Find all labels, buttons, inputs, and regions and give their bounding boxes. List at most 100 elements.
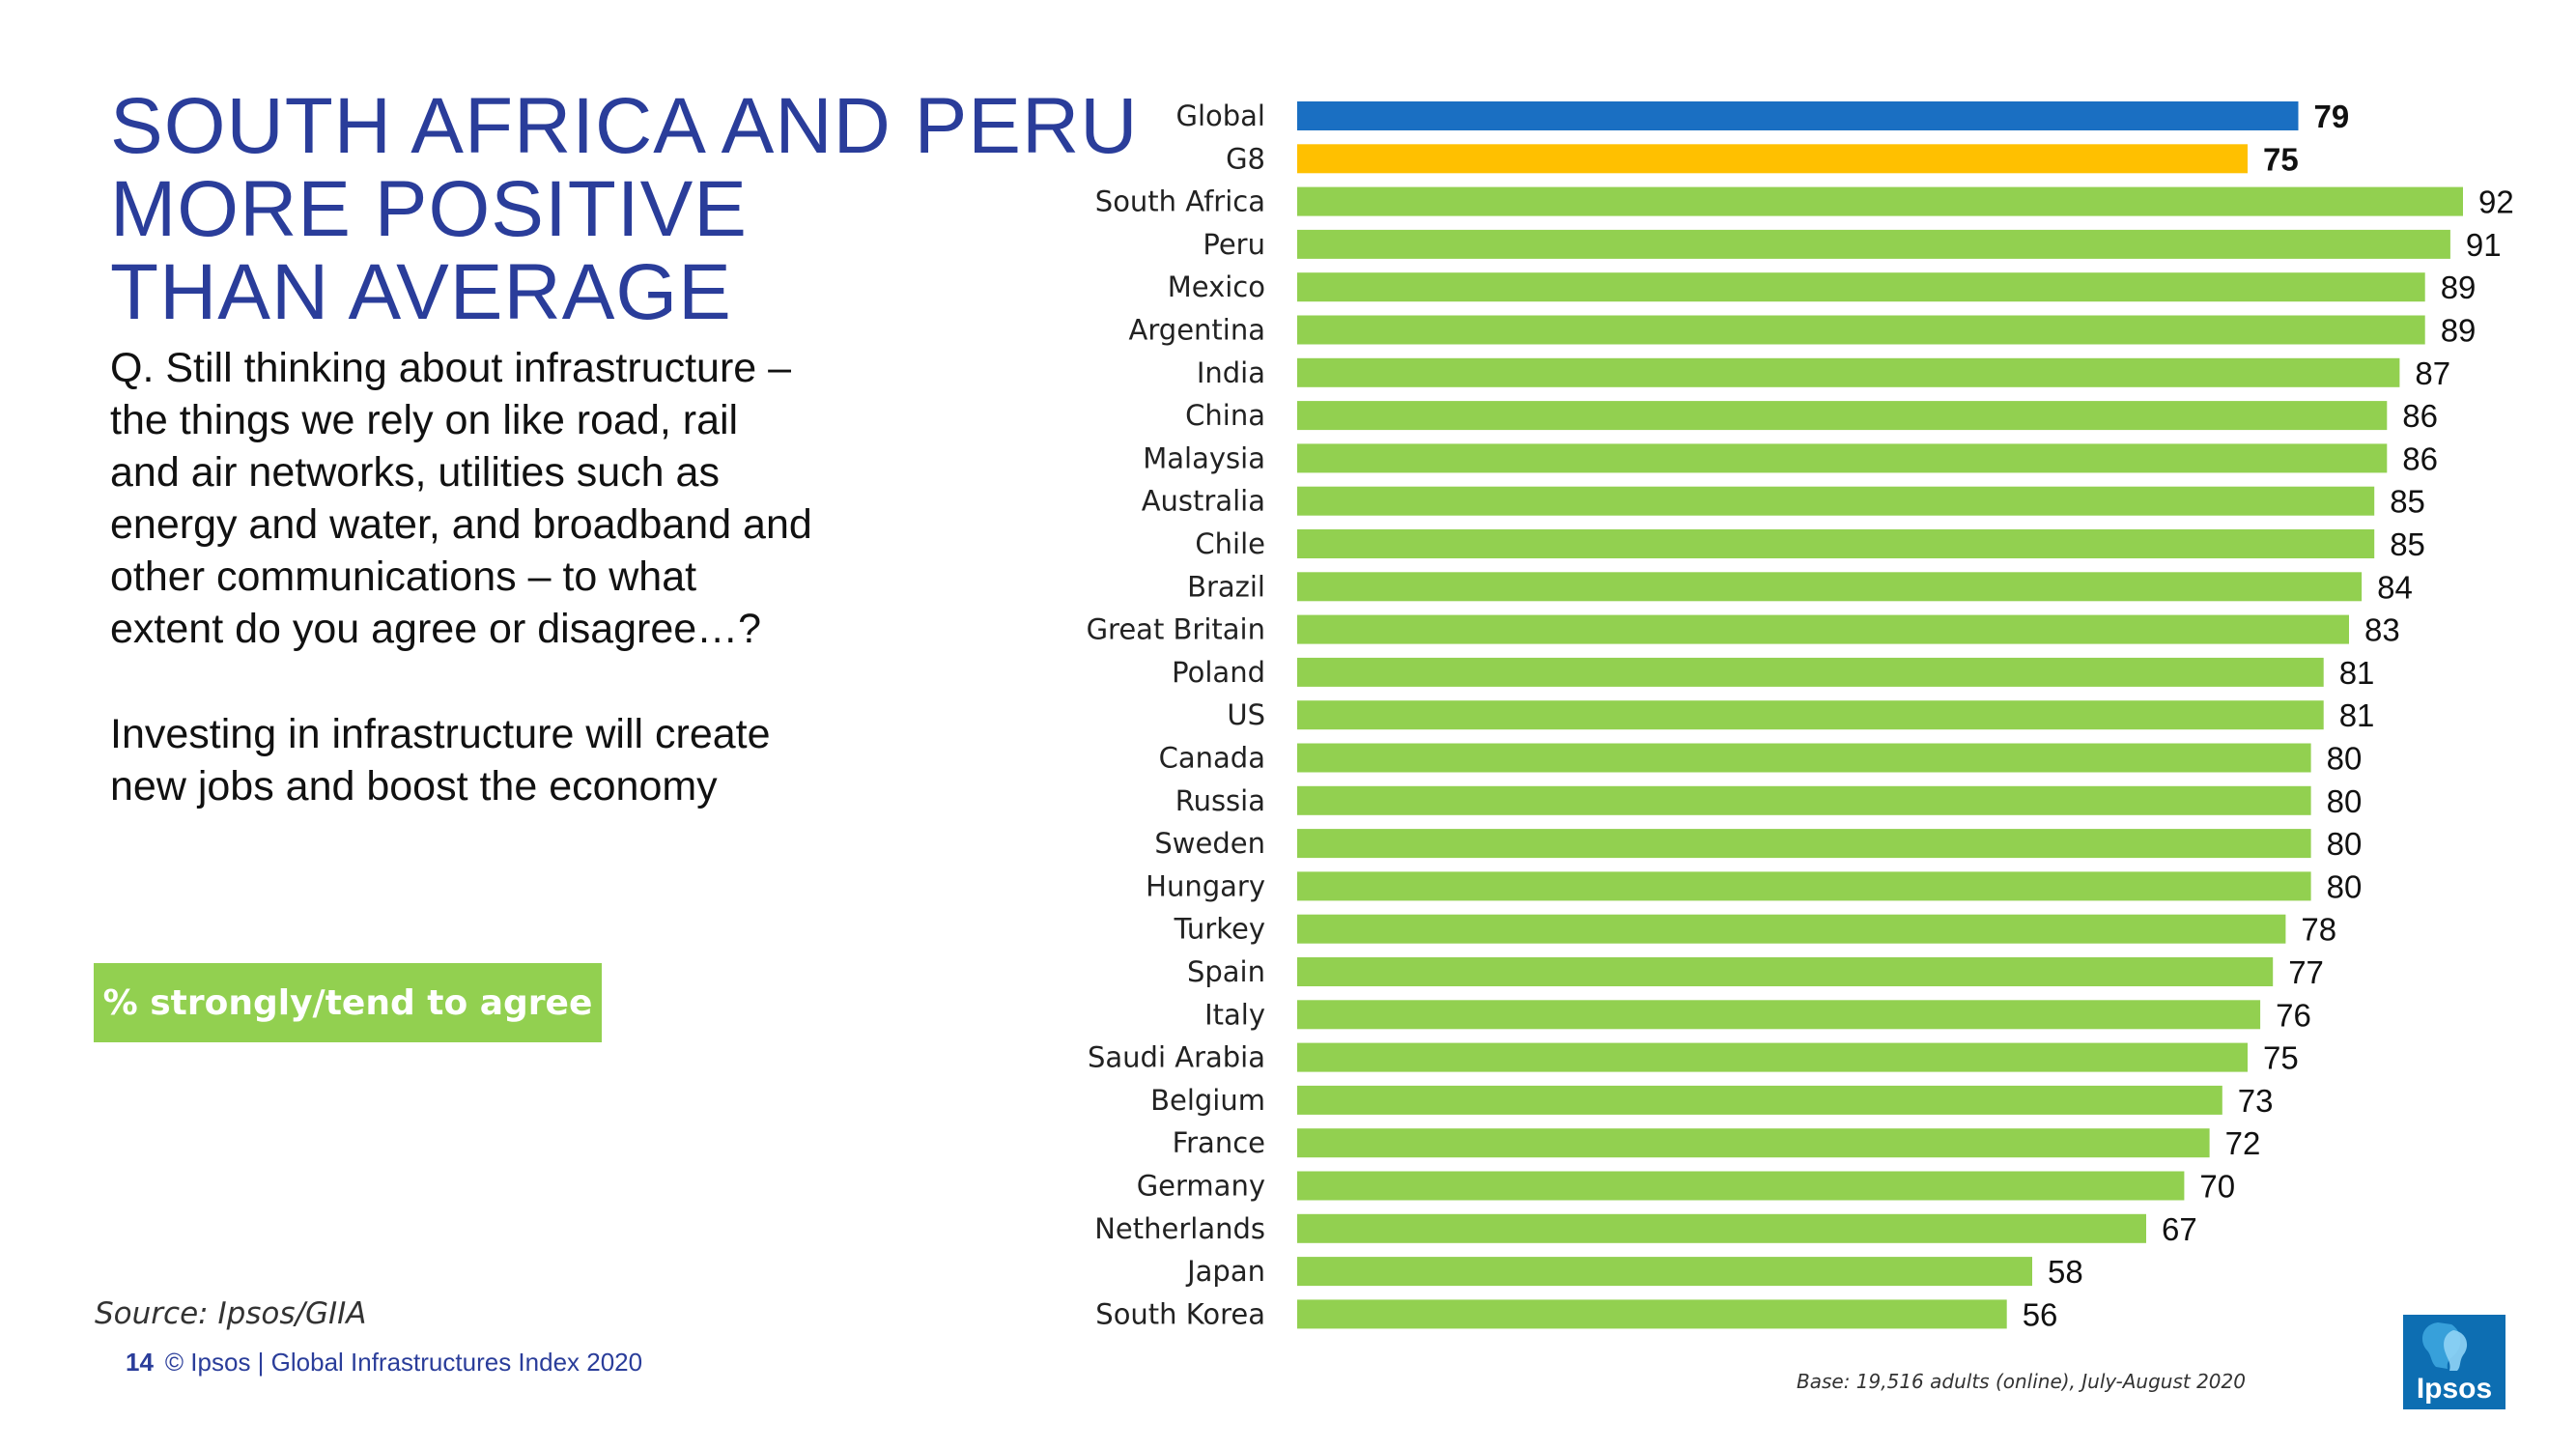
category-label-great-britain: Great Britain	[1087, 613, 1265, 646]
category-label-india: India	[1197, 356, 1265, 389]
ipsos-logo-text: Ipsos	[2416, 1373, 2493, 1405]
survey-question: Q. Still thinking about infrastructure –…	[110, 342, 979, 655]
bar-japan	[1297, 1257, 2032, 1287]
bar-italy	[1297, 1000, 2261, 1030]
bar-france	[1297, 1128, 2210, 1158]
category-label-global: Global	[1175, 99, 1265, 132]
bar-netherlands	[1297, 1213, 2146, 1243]
category-label-netherlands: Netherlands	[1094, 1212, 1265, 1245]
category-label-spain: Spain	[1187, 955, 1265, 988]
bar-mexico	[1297, 272, 2425, 302]
category-label-china: China	[1185, 399, 1265, 432]
category-label-g8: G8	[1226, 142, 1265, 175]
category-label-japan: Japan	[1185, 1255, 1265, 1288]
question-line-6: extent do you agree or disagree…?	[110, 606, 762, 652]
title-line-1: SOUTH AFRICA AND PERU	[110, 82, 1139, 170]
category-label-argentina: Argentina	[1129, 314, 1265, 347]
category-label-germany: Germany	[1137, 1170, 1265, 1203]
base-note: Base: 19,516 adults (online), July-Augus…	[1797, 1370, 2246, 1393]
bar-great-britain	[1297, 614, 2349, 644]
value-label-mexico: 89	[2441, 270, 2477, 305]
category-label-poland: Poland	[1172, 656, 1265, 689]
bar-g8	[1297, 144, 2248, 174]
bar-belgium	[1297, 1085, 2222, 1115]
measure-label-badge: % strongly/tend to agree	[94, 963, 602, 1042]
value-label-g8: 75	[2263, 141, 2299, 177]
value-label-sweden: 80	[2327, 826, 2363, 862]
value-label-turkey: 78	[2301, 912, 2336, 948]
title-line-2: MORE POSITIVE	[110, 165, 748, 253]
bar-india	[1297, 357, 2400, 387]
question-line-2: the things we rely on like road, rail	[110, 397, 739, 443]
title-line-3: THAN AVERAGE	[110, 248, 732, 336]
ipsos-logo: Ipsos	[2403, 1315, 2505, 1409]
value-label-india: 87	[2415, 355, 2450, 391]
category-label-russia: Russia	[1175, 784, 1265, 817]
category-label-belgium: Belgium	[1150, 1084, 1265, 1117]
bar-canada	[1297, 743, 2311, 773]
bar-global	[1297, 101, 2299, 130]
bar-argentina	[1297, 315, 2425, 345]
value-label-peru: 91	[2466, 227, 2502, 263]
value-label-belgium: 73	[2238, 1083, 2274, 1119]
category-label-south-korea: South Korea	[1095, 1297, 1265, 1330]
bar-germany	[1297, 1171, 2185, 1201]
value-label-south-korea: 56	[2023, 1296, 2058, 1332]
value-label-poland: 81	[2339, 655, 2375, 691]
bar-south-africa	[1297, 186, 2463, 216]
category-label-sweden: Sweden	[1154, 827, 1265, 860]
category-label-peru: Peru	[1203, 228, 1265, 261]
value-label-argentina: 89	[2441, 313, 2477, 349]
bar-saudi-arabia	[1297, 1042, 2248, 1072]
ipsos-logo-mark-icon	[2422, 1322, 2468, 1371]
category-label-turkey: Turkey	[1174, 913, 1265, 946]
bar-chile	[1297, 529, 2375, 558]
value-label-germany: 70	[2199, 1169, 2235, 1205]
bar-poland	[1297, 657, 2324, 687]
page-title: SOUTH AFRICA AND PERU MORE POSITIVE THAN…	[110, 85, 1153, 334]
bar-south-korea	[1297, 1299, 2007, 1329]
value-label-canada: 80	[2327, 741, 2363, 777]
category-label-saudi-arabia: Saudi Arabia	[1088, 1041, 1265, 1074]
category-label-south-africa: South Africa	[1095, 185, 1265, 218]
bar-hungary	[1297, 871, 2311, 901]
value-label-russia: 80	[2327, 783, 2363, 819]
question-line-1: Q. Still thinking about infrastructure –	[110, 345, 792, 391]
bar-malaysia	[1297, 443, 2388, 473]
value-label-malaysia: 86	[2402, 440, 2438, 476]
question-line-5: other communications – to what	[110, 554, 697, 600]
question-line-3: and air networks, utilities such as	[110, 449, 720, 496]
bar-turkey	[1297, 914, 2286, 944]
value-label-france: 72	[2225, 1125, 2261, 1161]
value-label-brazil: 84	[2377, 569, 2413, 605]
category-label-france: France	[1173, 1126, 1265, 1159]
category-label-hungary: Hungary	[1146, 869, 1265, 902]
bar-spain	[1297, 957, 2274, 986]
question-line-4: energy and water, and broadband and	[110, 501, 812, 548]
bar-peru	[1297, 229, 2450, 259]
bar-us	[1297, 700, 2324, 730]
footer-copyright: © Ipsos | Global Infrastructures Index 2…	[164, 1348, 643, 1377]
category-label-canada: Canada	[1159, 742, 1265, 775]
statement-line-2: new jobs and boost the economy	[110, 763, 718, 810]
value-label-great-britain: 83	[2364, 612, 2400, 648]
category-label-us: US	[1227, 698, 1265, 731]
value-label-italy: 76	[2276, 997, 2311, 1033]
bar-sweden	[1297, 829, 2311, 859]
category-label-australia: Australia	[1142, 485, 1265, 518]
source-note: Source: Ipsos/GIIA	[95, 1296, 367, 1331]
bar-russia	[1297, 785, 2311, 815]
value-label-us: 81	[2339, 697, 2375, 733]
footer: 14 © Ipsos | Global Infrastructures Index…	[126, 1348, 642, 1378]
value-label-spain: 77	[2288, 954, 2324, 990]
category-label-mexico: Mexico	[1168, 270, 1265, 303]
value-label-japan: 58	[2048, 1254, 2083, 1290]
category-label-chile: Chile	[1195, 527, 1265, 560]
category-label-malaysia: Malaysia	[1143, 441, 1265, 474]
page-number: 14	[126, 1348, 154, 1377]
category-label-italy: Italy	[1204, 998, 1265, 1031]
value-label-china: 86	[2402, 398, 2438, 434]
bar-australia	[1297, 486, 2375, 516]
value-label-south-africa: 92	[2478, 185, 2514, 220]
